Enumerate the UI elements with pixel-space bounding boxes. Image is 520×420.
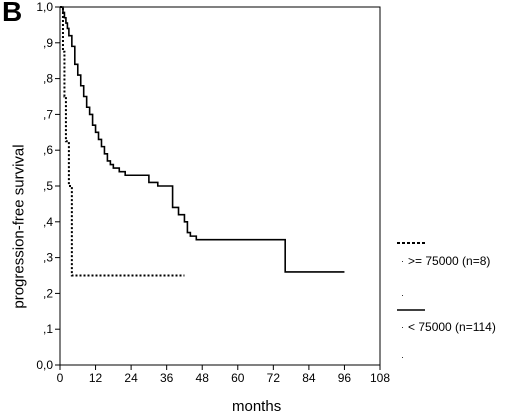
legend bbox=[397, 242, 425, 311]
y-axis: 0,0 ,1 ,2 ,3 ,4 ,5 ,6 ,7 ,8 ,9 1,0 bbox=[36, 0, 60, 372]
y-tick-label: 1,0 bbox=[36, 0, 53, 14]
legend-dot bbox=[402, 327, 403, 328]
y-tick-label: ,4 bbox=[43, 215, 53, 229]
y-tick-label: 0,0 bbox=[36, 358, 53, 372]
legend-label-high: >= 75000 (n=8) bbox=[408, 254, 491, 268]
x-axis-label: months bbox=[232, 398, 282, 415]
legend-dot bbox=[402, 357, 403, 358]
x-tick-label: 84 bbox=[302, 371, 316, 385]
y-tick-label: ,9 bbox=[43, 36, 53, 50]
x-tick-label: 48 bbox=[196, 371, 210, 385]
y-tick-label: ,1 bbox=[43, 322, 53, 336]
x-tick-label: 96 bbox=[338, 371, 352, 385]
y-axis-label: progression-free survival bbox=[10, 144, 28, 309]
series-line-low bbox=[60, 6, 345, 273]
series-line-high bbox=[60, 6, 185, 277]
x-tick-label: 36 bbox=[160, 371, 174, 385]
x-tick-label: 72 bbox=[267, 371, 281, 385]
x-tick-label: 0 bbox=[57, 371, 64, 385]
y-tick-label: ,2 bbox=[43, 286, 53, 300]
panel-label: B bbox=[2, 0, 23, 27]
legend-dot bbox=[402, 261, 403, 262]
series-lines bbox=[60, 6, 345, 277]
x-tick-label: 60 bbox=[231, 371, 245, 385]
y-tick-label: ,7 bbox=[43, 107, 53, 121]
y-tick-label: ,3 bbox=[43, 251, 53, 265]
plot-frame bbox=[59, 6, 381, 366]
legend-dot bbox=[402, 295, 403, 296]
y-tick-label: ,5 bbox=[43, 179, 53, 193]
y-tick-label: ,8 bbox=[43, 72, 53, 86]
x-tick-label: 12 bbox=[89, 371, 103, 385]
x-tick-label: 24 bbox=[124, 371, 138, 385]
y-tick-label: ,6 bbox=[43, 143, 53, 157]
x-axis: 0 12 24 36 48 60 72 84 96 108 bbox=[57, 365, 390, 385]
legend-label-low: < 75000 (n=114) bbox=[408, 320, 496, 334]
x-tick-label: 108 bbox=[370, 371, 390, 385]
